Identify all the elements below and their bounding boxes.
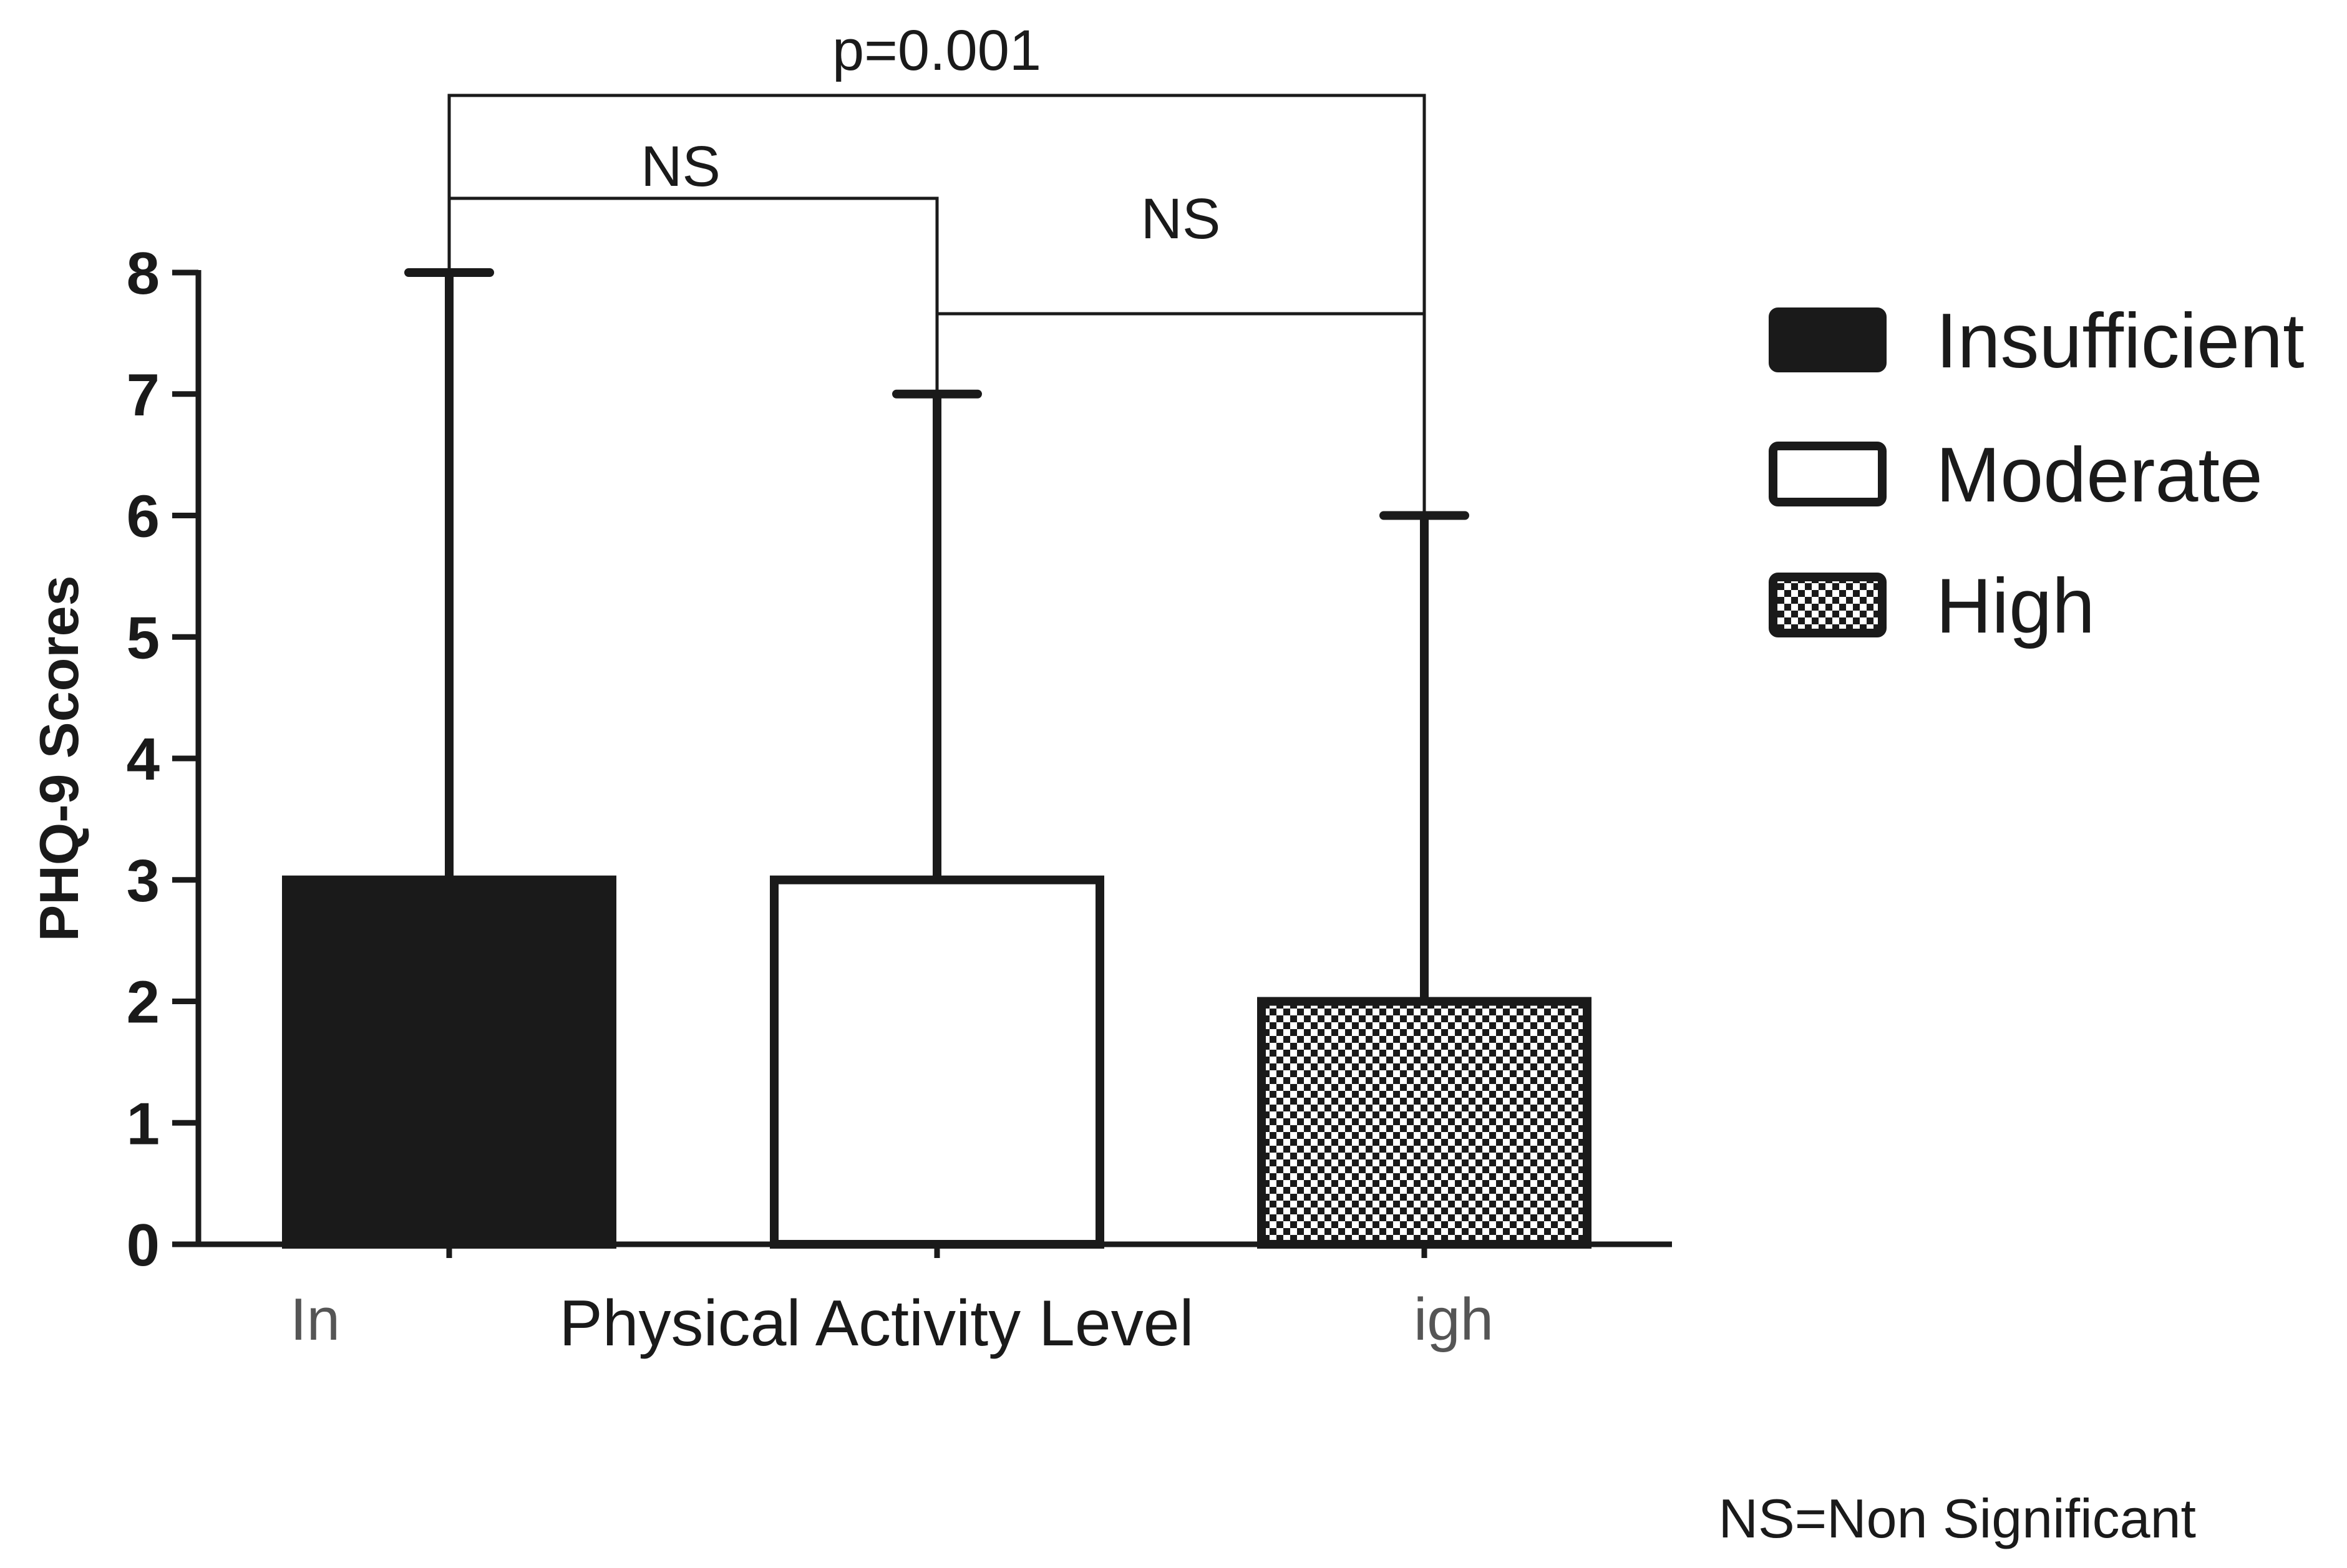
y-axis-label: PHQ-9 Scores <box>28 576 90 942</box>
y-tick-label: 1 <box>127 1090 160 1157</box>
bars <box>282 875 1591 1249</box>
y-tick-label: 7 <box>127 362 160 428</box>
legend-label-moderate: Moderate <box>1936 432 2263 518</box>
bar-insufficient <box>282 875 616 1249</box>
comparison-label: NS <box>641 135 721 198</box>
legend-label-high: High <box>1936 563 2095 649</box>
bar-high <box>1257 997 1591 1249</box>
y-tick-label: 4 <box>127 726 160 793</box>
y-tick-label: 0 <box>127 1212 160 1279</box>
significance-brackets: p=0.001 NS NS <box>447 19 1426 516</box>
y-ticks: 0 1 2 3 4 5 6 7 8 <box>127 240 198 1279</box>
legend-swatch-high <box>1769 573 1887 637</box>
x-tick-label: In <box>290 1286 340 1353</box>
comparison-bracket <box>935 312 1426 516</box>
footnote: NS=Non Significant <box>1718 1488 2196 1549</box>
x-tick-label: igh <box>1414 1286 1494 1353</box>
legend-swatch-moderate <box>1769 442 1887 506</box>
x-axis-label: Physical Activity Level <box>559 1287 1193 1360</box>
legend-swatch-insufficient <box>1769 307 1887 372</box>
y-tick-label: 5 <box>127 604 160 671</box>
comparison-bracket <box>447 94 1426 516</box>
legend: Insufficient Moderate High <box>1769 298 2305 649</box>
comparison-bracket <box>447 196 939 394</box>
y-tick-label: 3 <box>127 848 160 914</box>
y-tick-label: 6 <box>127 483 160 550</box>
x-ticks: In igh <box>290 1244 1494 1353</box>
error-bars <box>404 268 1469 1002</box>
legend-label-insufficient: Insufficient <box>1936 298 2305 384</box>
bar-moderate <box>770 875 1104 1249</box>
comparison-label: p=0.001 <box>832 19 1041 82</box>
comparison-label: NS <box>1141 187 1221 251</box>
y-tick-label: 2 <box>127 969 160 1036</box>
y-tick-label: 8 <box>127 240 160 307</box>
